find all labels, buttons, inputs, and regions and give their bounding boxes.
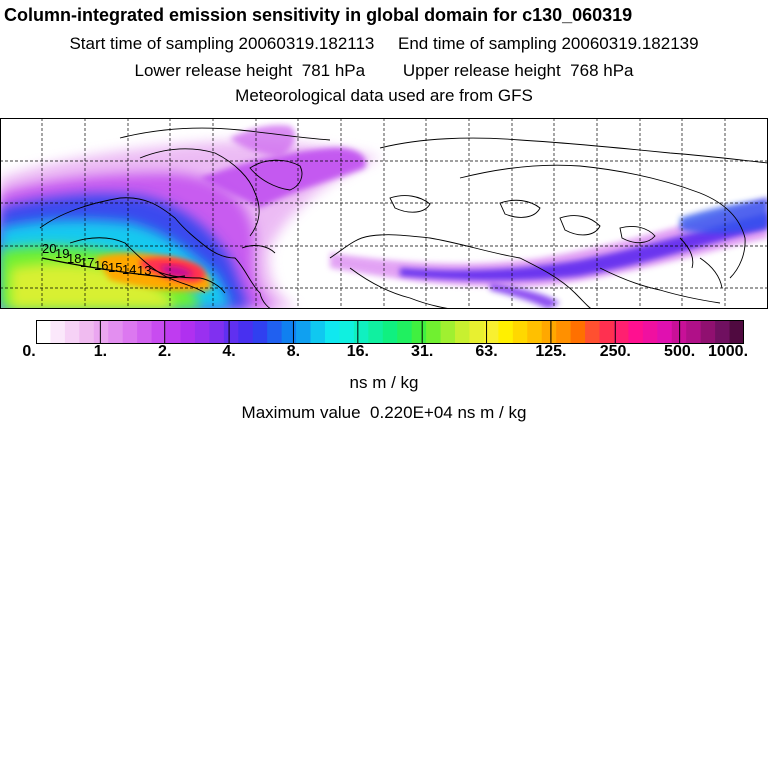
legend-label: 250.: [599, 343, 631, 360]
legend-label: 125.: [535, 343, 567, 360]
legend-swatch: [310, 320, 326, 344]
release-height-line: Lower release height 781 hPa Upper relea…: [134, 61, 634, 80]
legend-swatch: [657, 320, 673, 344]
legend-label: 8.: [286, 343, 301, 360]
legend-swatch: [36, 320, 52, 344]
sampling-time-line: Start time of sampling 20060319.182113 E…: [69, 34, 699, 53]
legend-swatch: [353, 320, 369, 344]
track-label: 14: [122, 262, 136, 277]
legend-swatch: [512, 320, 528, 344]
legend-swatch: [238, 320, 254, 344]
legend-swatch: [180, 320, 196, 344]
legend-label: 4.: [222, 343, 236, 360]
legend-swatch: [599, 320, 615, 344]
legend-swatch: [64, 320, 80, 344]
legend-swatch: [729, 320, 744, 344]
legend-swatch: [527, 320, 543, 344]
flight-track: [41, 257, 186, 279]
legend-swatch: [570, 320, 586, 344]
legend-label: 31.: [411, 343, 434, 360]
legend-swatch: [194, 320, 210, 344]
legend-label: 63.: [475, 343, 498, 360]
legend-label: 2.: [158, 343, 172, 360]
maximum-value: Maximum value 0.220E+04 ns m / kg: [241, 403, 527, 422]
sensitivity-field: [0, 125, 768, 309]
legend-swatch: [426, 320, 442, 344]
track-labels: 20 19 18 17 16 15 14 13: [42, 241, 151, 278]
legend-units: ns m / kg: [349, 373, 419, 392]
legend-swatch: [122, 320, 138, 344]
legend-swatch: [397, 320, 413, 344]
legend-swatch: [79, 320, 95, 344]
legend-swatch: [382, 320, 398, 344]
legend-label: 500.: [664, 343, 696, 360]
legend-swatch: [498, 320, 514, 344]
legend-swatch: [151, 320, 167, 344]
legend-label: 0.: [22, 343, 36, 360]
legend-swatch: [585, 320, 601, 344]
legend-swatch: [642, 320, 658, 344]
legend-label: 16.: [346, 343, 369, 360]
legend-swatch: [700, 320, 716, 344]
legend-swatch: [252, 320, 268, 344]
track-label: 16: [94, 258, 108, 273]
legend-swatch: [715, 320, 731, 344]
page-title: Column-integrated emission sensitivity i…: [4, 5, 633, 25]
legend-swatch: [267, 320, 283, 344]
legend-swatch: [339, 320, 355, 344]
legend-swatch: [556, 320, 572, 344]
legend-swatch: [93, 320, 109, 344]
color-legend: [36, 320, 744, 344]
met-data-line: Meteorological data used are from GFS: [235, 86, 533, 105]
legend-swatch: [137, 320, 153, 344]
legend-swatch: [50, 320, 66, 344]
legend-swatch: [613, 320, 630, 344]
legend-swatch: [411, 320, 427, 344]
legend-swatch: [440, 320, 456, 344]
legend-swatch: [223, 320, 239, 344]
legend-swatch: [296, 320, 312, 344]
legend-swatch: [324, 320, 341, 344]
legend-swatch: [166, 320, 182, 344]
track-label: 19: [55, 246, 69, 261]
legend-swatch: [281, 320, 297, 344]
legend-swatch: [455, 320, 471, 344]
track-label: 18: [67, 251, 81, 266]
sensitivity-map: 20 19 18 17 16 15 14 13: [0, 118, 768, 309]
legend-swatch: [368, 320, 384, 344]
legend-swatch: [469, 320, 485, 344]
legend-swatch: [483, 320, 499, 344]
track-label: 15: [108, 260, 122, 275]
legend-swatch: [541, 320, 557, 344]
legend-swatch: [628, 320, 644, 344]
legend-label: 1000.: [707, 343, 749, 360]
legend-swatch: [209, 320, 225, 344]
coastlines: [39, 127, 768, 309]
track-label: 20: [42, 241, 56, 256]
legend-swatch: [108, 320, 124, 344]
legend-swatch: [686, 320, 702, 344]
legend-label: 1.: [93, 343, 108, 360]
graticule: [0, 118, 768, 309]
